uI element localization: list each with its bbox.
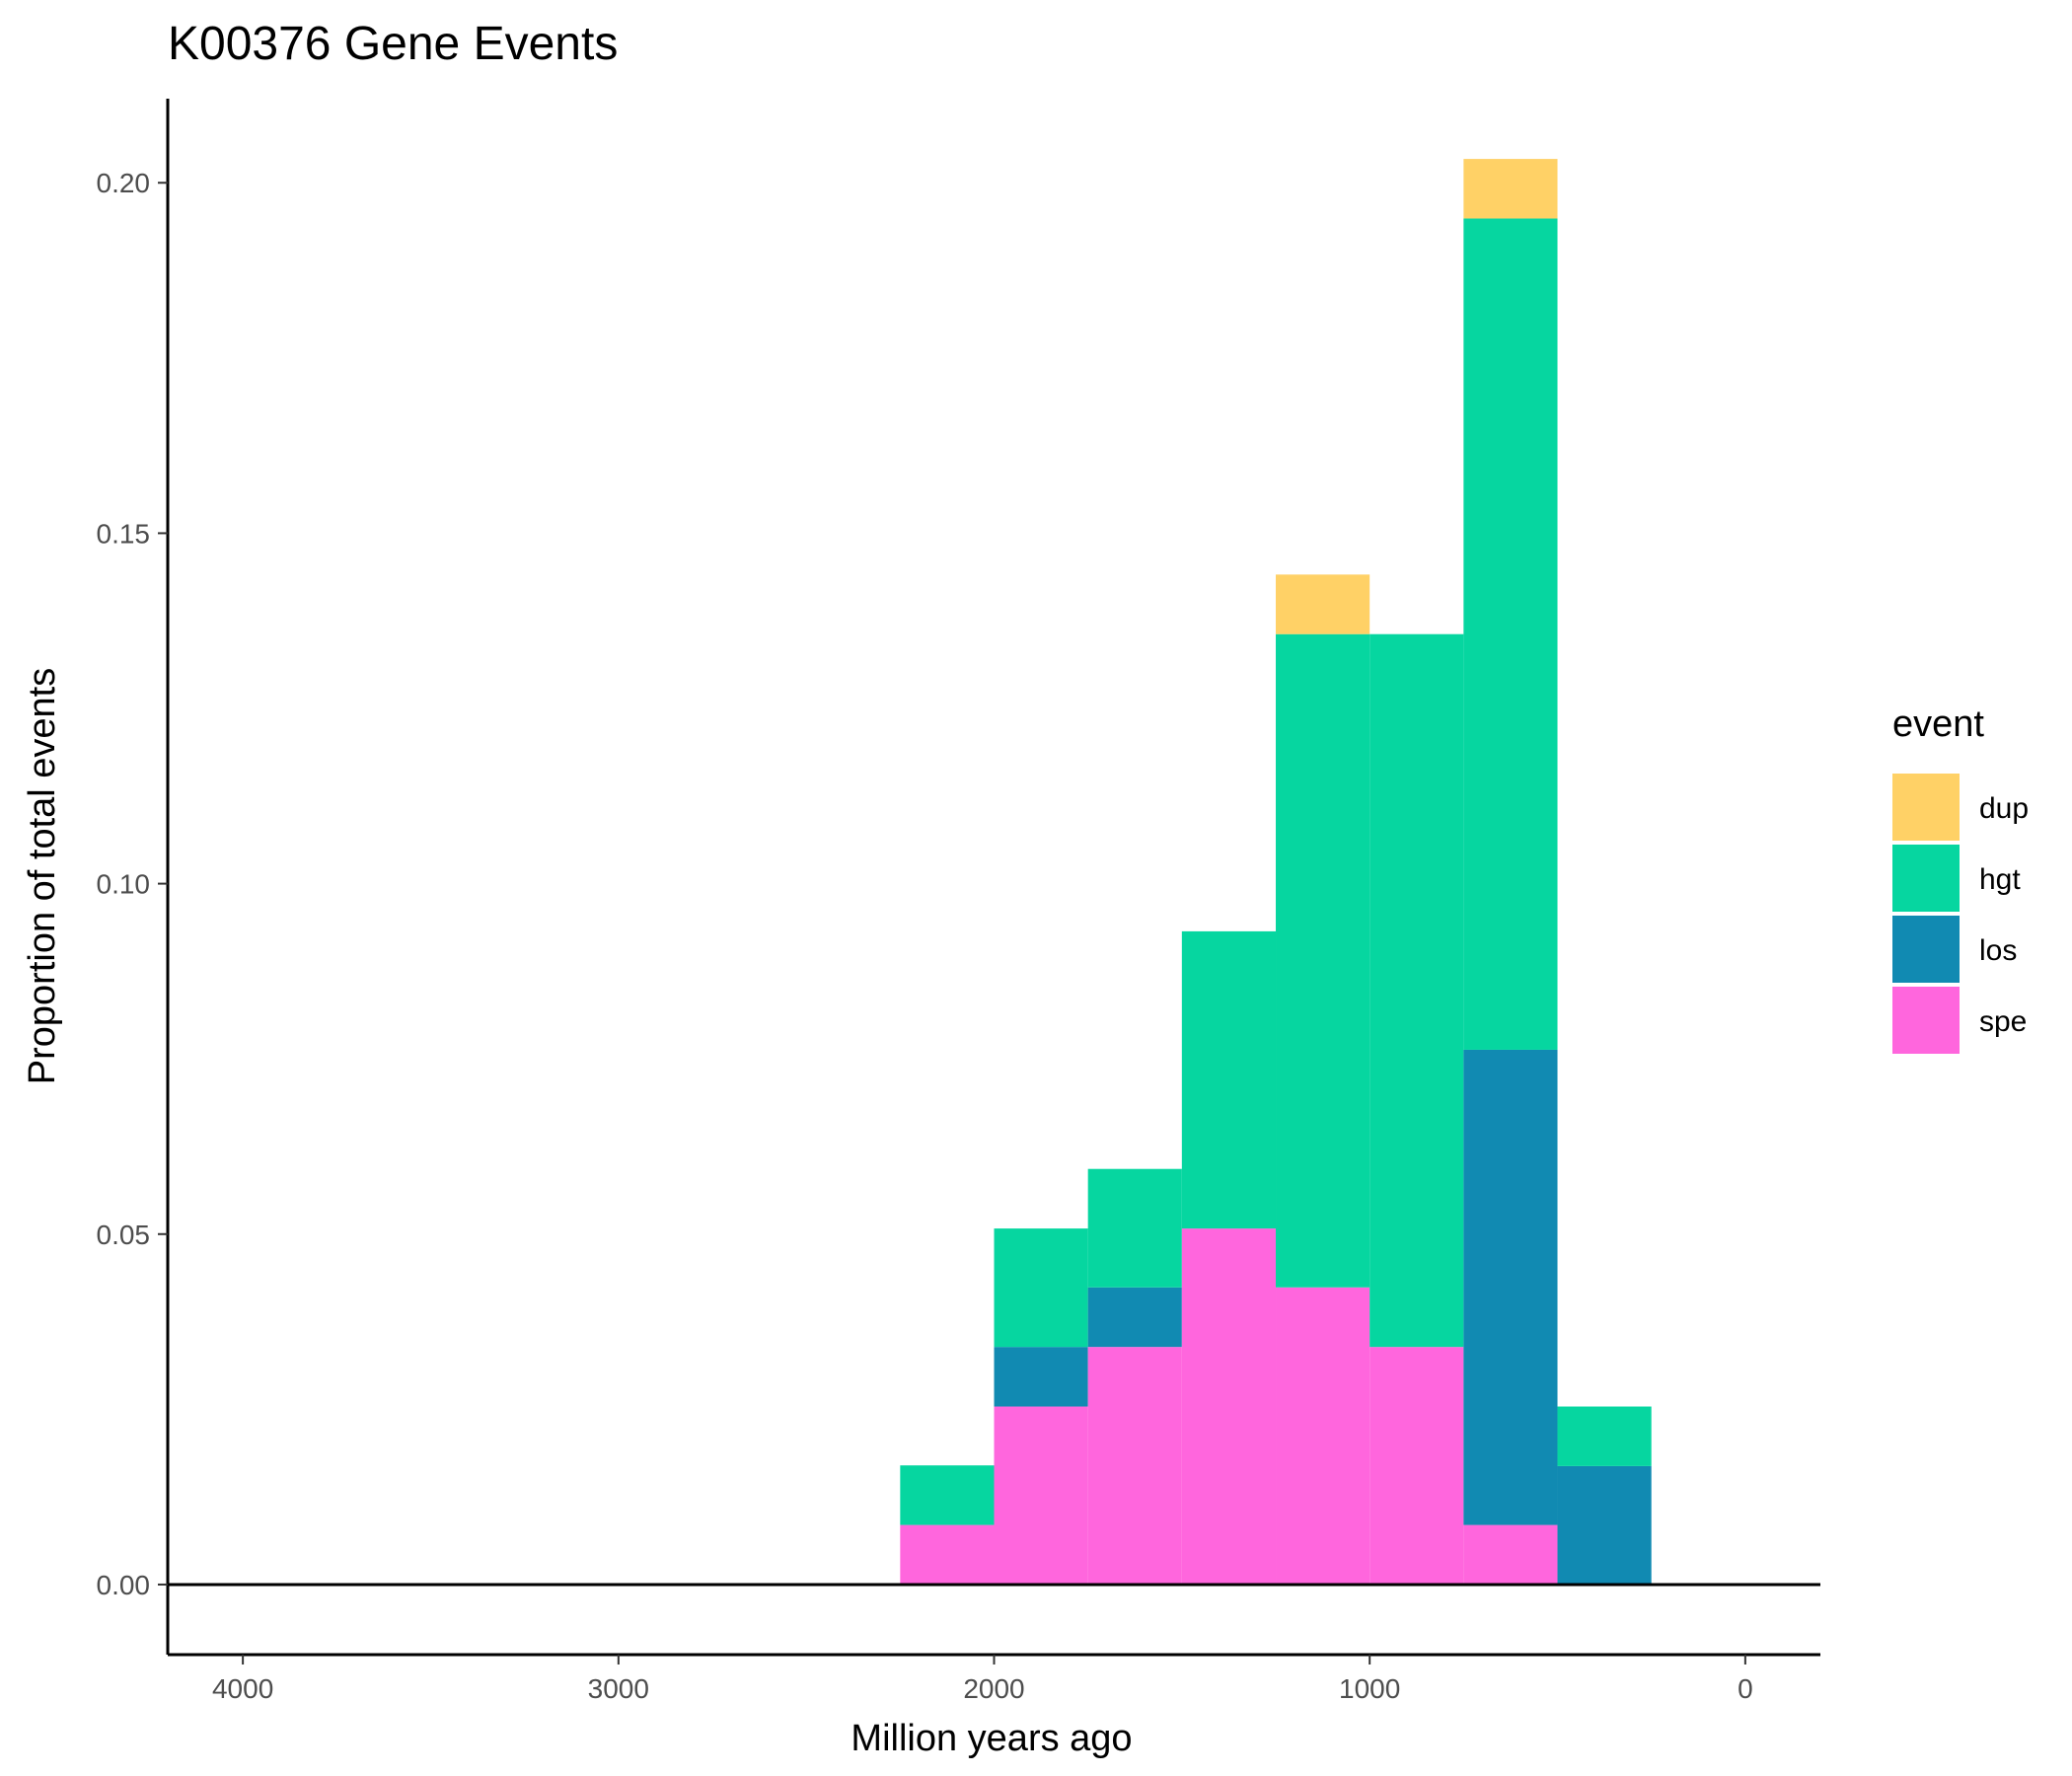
legend-key-hgt (1892, 845, 1960, 912)
legend: event dup hgt los spe (1892, 703, 2029, 1054)
legend-key-dup (1892, 774, 1960, 841)
bar-los-1875 (994, 1347, 1088, 1407)
bar-spe-1375 (1181, 1228, 1277, 1585)
bar-hgt-1625 (1087, 1168, 1182, 1288)
x-axis-title: Million years ago (851, 1718, 1132, 1759)
bar-spe-2125 (900, 1524, 995, 1585)
legend-label-dup: dup (1979, 792, 2029, 825)
legend-key-los (1892, 916, 1960, 983)
legend-label-hgt: hgt (1979, 863, 2021, 896)
x-tick-label: 4000 (212, 1673, 273, 1704)
bar-hgt-1875 (994, 1228, 1088, 1348)
bar-spe-625 (1463, 1524, 1558, 1585)
x-tick-label: 2000 (963, 1673, 1024, 1704)
bar-hgt-625 (1463, 218, 1558, 1050)
x-tick-label: 3000 (588, 1673, 649, 1704)
bar-hgt-1125 (1276, 633, 1370, 1288)
bar-los-375 (1557, 1465, 1652, 1585)
x-axis-ticks: 4000 3000 2000 1000 0 (212, 1655, 1753, 1704)
y-axis-title: Proportion of total events (22, 668, 63, 1084)
y-tick-label: 0.10 (97, 869, 151, 900)
legend-key-spe (1892, 987, 1960, 1054)
bar-spe-875 (1369, 1347, 1464, 1585)
bar-dup-625 (1463, 159, 1558, 219)
y-axis-ticks: 0.00 0.05 0.10 0.15 0.20 (97, 168, 168, 1600)
legend-title: event (1892, 703, 1984, 745)
bars-layer (900, 159, 1652, 1585)
chart-title: K00376 Gene Events (168, 18, 618, 70)
bar-dup-1125 (1276, 574, 1370, 634)
bar-hgt-2125 (900, 1465, 995, 1525)
y-tick-label: 0.20 (97, 168, 151, 198)
bar-spe-1875 (994, 1406, 1088, 1585)
bar-spe-1125 (1276, 1287, 1370, 1585)
legend-label-los: los (1979, 934, 2017, 967)
bar-hgt-875 (1369, 633, 1464, 1348)
y-tick-label: 0.05 (97, 1220, 151, 1250)
y-tick-label: 0.15 (97, 518, 151, 549)
y-tick-label: 0.00 (97, 1570, 151, 1600)
bar-los-1625 (1087, 1287, 1182, 1348)
bar-los-625 (1463, 1049, 1558, 1525)
x-tick-label: 0 (1738, 1673, 1753, 1704)
bar-hgt-375 (1557, 1406, 1652, 1466)
x-tick-label: 1000 (1339, 1673, 1400, 1704)
bar-spe-1625 (1087, 1347, 1182, 1585)
legend-label-spe: spe (1979, 1005, 2027, 1038)
bar-hgt-1375 (1181, 930, 1277, 1229)
